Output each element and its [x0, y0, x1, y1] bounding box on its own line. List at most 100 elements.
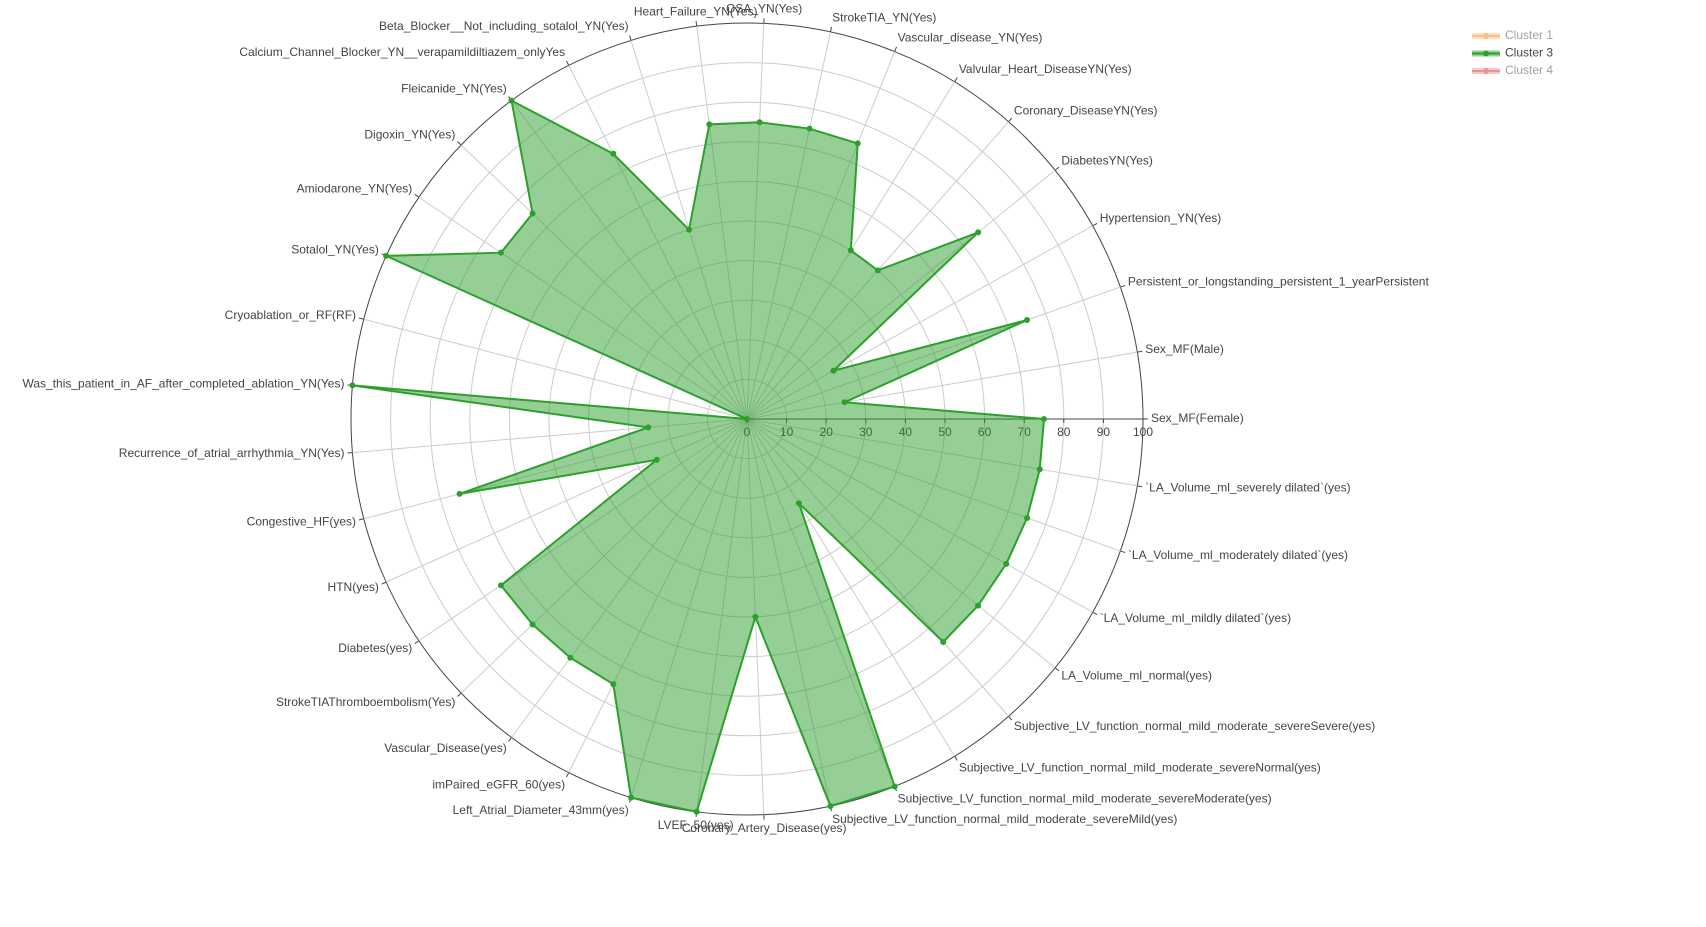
category-label: Congestive_HF(yes) — [247, 514, 356, 528]
angular-tick — [414, 194, 420, 198]
category-label: Persistent_or_longstanding_persistent_1_… — [1128, 275, 1430, 289]
data-point — [1003, 560, 1010, 567]
data-point — [975, 229, 982, 236]
category-label: StrokeTIAThromboembolism(Yes) — [276, 695, 455, 709]
legend-marker — [1483, 68, 1489, 74]
category-label: Left_Atrial_Diameter_43mm(yes) — [453, 803, 629, 817]
angular-tick — [414, 640, 420, 644]
legend-label: Cluster 1 — [1505, 28, 1553, 42]
angular-tick — [358, 317, 364, 320]
category-label: Diabetes(yes) — [338, 641, 412, 655]
data-point — [497, 582, 504, 589]
category-label: Fleicanide_YN(Yes) — [401, 82, 507, 96]
category-label: Subjective_LV_function_normal_mild_moder… — [832, 812, 1177, 826]
data-point — [508, 97, 515, 104]
category-label: Calcium_Channel_Blocker_YN__verapamildil… — [239, 45, 565, 59]
angular-tick — [566, 772, 570, 778]
legend-marker — [1483, 50, 1489, 57]
data-point — [806, 125, 813, 132]
data-point — [891, 783, 898, 790]
angular-tick — [1092, 611, 1098, 616]
data-point — [529, 210, 536, 217]
category-label: Vascular_Disease(yes) — [384, 741, 507, 755]
category-label: Beta_Blocker__Not_including_sotalol_YN(Y… — [379, 19, 629, 33]
category-label: Digoxin_YN(Yes) — [364, 127, 455, 141]
category-label: Subjective_LV_function_normal_mild_moder… — [1014, 719, 1375, 733]
data-point — [497, 249, 504, 256]
category-label: Sex_MF(Male) — [1145, 342, 1224, 356]
radial-tick-label: 80 — [1057, 425, 1071, 439]
data-point — [610, 681, 617, 688]
data-point — [383, 252, 390, 259]
category-label: Heart_Failure_YN(Yes) — [634, 4, 758, 18]
data-point — [847, 247, 854, 254]
angular-tick — [1008, 715, 1013, 721]
radial-tick-label: 100 — [1133, 425, 1153, 439]
category-label: `LA_Volume_ml_moderately dilated`(yes) — [1128, 548, 1348, 562]
category-label: `LA_Volume_ml_severely dilated`(yes) — [1145, 480, 1350, 494]
angular-tick — [1120, 284, 1126, 288]
angular-tick — [1137, 485, 1143, 488]
category-label: Cryoablation_or_RF(RF) — [225, 308, 356, 322]
spoke — [363, 318, 748, 420]
data-point — [1041, 416, 1047, 422]
data-point — [827, 803, 834, 810]
category-label: DiabetesYN(Yes) — [1061, 154, 1153, 168]
angular-tick — [954, 755, 958, 761]
data-point — [610, 150, 617, 157]
angular-tick — [695, 21, 698, 27]
category-label: Subjective_LV_function_normal_mild_moder… — [898, 792, 1272, 806]
angular-tick — [381, 581, 387, 585]
data-point — [567, 654, 574, 661]
data-point — [940, 638, 947, 645]
data-point — [628, 794, 635, 801]
category-label: imPaired_eGFR_60(yes) — [432, 777, 565, 791]
angular-tick — [954, 77, 958, 83]
category-label: Recurrence_of_atrial_arrhythmia_YN(Yes) — [119, 446, 345, 460]
angular-tick — [894, 46, 897, 52]
category-label: StrokeTIA_YN(Yes) — [832, 10, 936, 24]
category-label: OSA_YN(Yes) — [726, 2, 802, 16]
angular-tick — [358, 518, 364, 521]
angular-tick — [1137, 350, 1143, 353]
legend-item[interactable]: Cluster 4 — [1472, 63, 1553, 77]
data-point — [1036, 466, 1043, 473]
category-label: Sotalol_YN(Yes) — [291, 242, 379, 256]
angular-tick — [457, 141, 462, 146]
data-point — [752, 613, 759, 620]
legend-item[interactable]: Cluster 1 — [1472, 28, 1553, 42]
data-point — [841, 399, 848, 406]
angular-tick — [1120, 550, 1126, 554]
category-label: Sex_MF(Female) — [1151, 411, 1244, 425]
angular-tick — [508, 737, 512, 742]
data-point — [349, 382, 356, 389]
angular-tick — [1054, 667, 1060, 672]
series-area — [351, 99, 1045, 813]
angular-tick — [457, 692, 462, 697]
angular-tick — [1092, 222, 1098, 227]
category-label: Subjective_LV_function_normal_mild_moder… — [959, 760, 1321, 774]
data-point — [975, 602, 982, 609]
angular-tick — [566, 60, 570, 66]
category-label: LA_Volume_ml_normal(yes) — [1061, 669, 1212, 683]
category-label: Coronary_Artery_Disease(yes) — [682, 821, 847, 835]
data-point — [529, 621, 536, 628]
data-point — [1024, 514, 1031, 521]
category-label: Vascular_disease_YN(Yes) — [898, 31, 1043, 45]
legend-label: Cluster 4 — [1505, 63, 1553, 77]
data-point — [874, 267, 881, 274]
radial-tick-label: 90 — [1097, 425, 1111, 439]
data-point — [744, 416, 750, 422]
legend-item[interactable]: Cluster 3 — [1472, 46, 1553, 60]
legend-label: Cluster 3 — [1505, 46, 1553, 60]
category-label: Was_this_patient_in_AF_after_completed_a… — [22, 376, 344, 390]
data-point — [1024, 317, 1031, 324]
category-label: `LA_Volume_ml_mildly dilated`(yes) — [1100, 611, 1291, 625]
legend-marker — [1483, 33, 1489, 39]
category-label: Amiodarone_YN(Yes) — [297, 182, 413, 196]
data-point — [653, 456, 660, 463]
category-label: Valvular_Heart_DiseaseYN(Yes) — [959, 62, 1132, 76]
data-point — [756, 119, 763, 126]
angular-tick — [629, 35, 632, 41]
angular-tick — [1054, 166, 1060, 171]
